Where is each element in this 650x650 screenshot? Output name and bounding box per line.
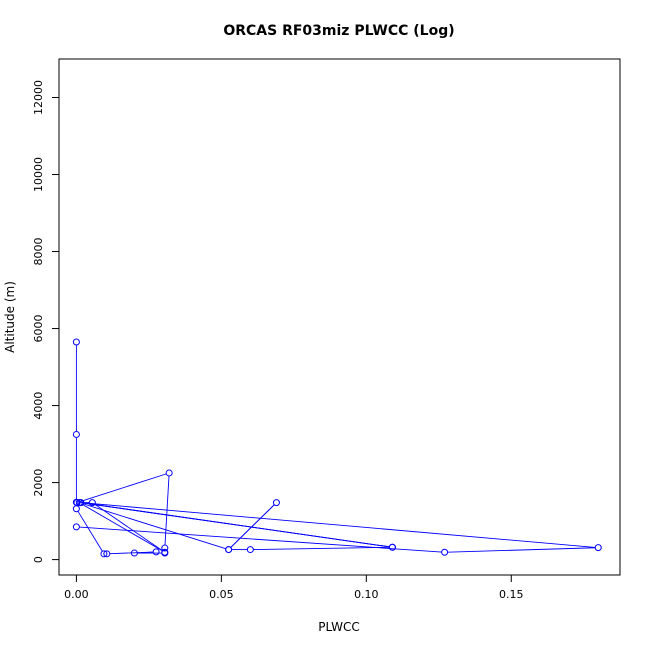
data-point bbox=[594, 544, 602, 552]
data-point bbox=[152, 548, 160, 556]
series-line-segment bbox=[79, 473, 167, 503]
x-tick-label: 0.05 bbox=[209, 588, 234, 601]
y-tick-label: 8000 bbox=[32, 238, 45, 266]
series-line-segment bbox=[253, 546, 390, 550]
series-line-segment bbox=[447, 547, 596, 553]
data-point bbox=[165, 469, 173, 477]
series-line-segment bbox=[82, 503, 226, 550]
data-point bbox=[272, 499, 280, 507]
data-point bbox=[77, 499, 85, 507]
y-tick-label: 2000 bbox=[32, 469, 45, 497]
x-tick-label: 0.15 bbox=[499, 588, 524, 601]
y-axis: 0 2000 4000 6000 8000 10000 12000 bbox=[32, 80, 60, 563]
y-tick-label: 10000 bbox=[32, 157, 45, 192]
data-point bbox=[100, 550, 108, 558]
series-line-segment bbox=[83, 502, 390, 548]
y-tick-label: 0 bbox=[32, 556, 45, 563]
x-tick-label: 0.10 bbox=[354, 588, 379, 601]
x-axis-label: PLWCC bbox=[318, 620, 359, 634]
series-line-segment bbox=[81, 503, 163, 552]
data-point bbox=[72, 523, 80, 531]
data-point bbox=[388, 543, 396, 551]
data-point bbox=[130, 549, 138, 557]
data-point bbox=[161, 548, 169, 556]
series-line-segment bbox=[77, 511, 103, 552]
series-line-segment bbox=[230, 504, 275, 548]
y-tick-label: 4000 bbox=[32, 392, 45, 420]
data-point bbox=[72, 338, 80, 346]
data-point bbox=[88, 499, 96, 507]
series-line-segment bbox=[79, 526, 442, 553]
x-tick-label: 0.00 bbox=[64, 588, 89, 601]
data-point bbox=[103, 550, 111, 558]
plot-frame bbox=[58, 58, 621, 576]
data-point bbox=[72, 505, 80, 513]
series-layer bbox=[72, 338, 602, 558]
x-axis: 0.00 0.05 0.10 0.15 bbox=[64, 574, 524, 601]
chart-title: ORCAS RF03miz PLWCC (Log) bbox=[223, 23, 454, 39]
data-point bbox=[225, 546, 233, 554]
data-point bbox=[161, 544, 169, 552]
series-line-segment bbox=[94, 503, 163, 551]
series-line-segment bbox=[83, 502, 596, 548]
data-point bbox=[441, 548, 449, 556]
data-point bbox=[72, 430, 80, 438]
y-tick-label: 12000 bbox=[32, 80, 45, 115]
data-point bbox=[73, 499, 81, 507]
y-tick-label: 6000 bbox=[32, 315, 45, 343]
data-point bbox=[246, 546, 254, 554]
y-axis-label: Altitude (m) bbox=[3, 281, 17, 353]
